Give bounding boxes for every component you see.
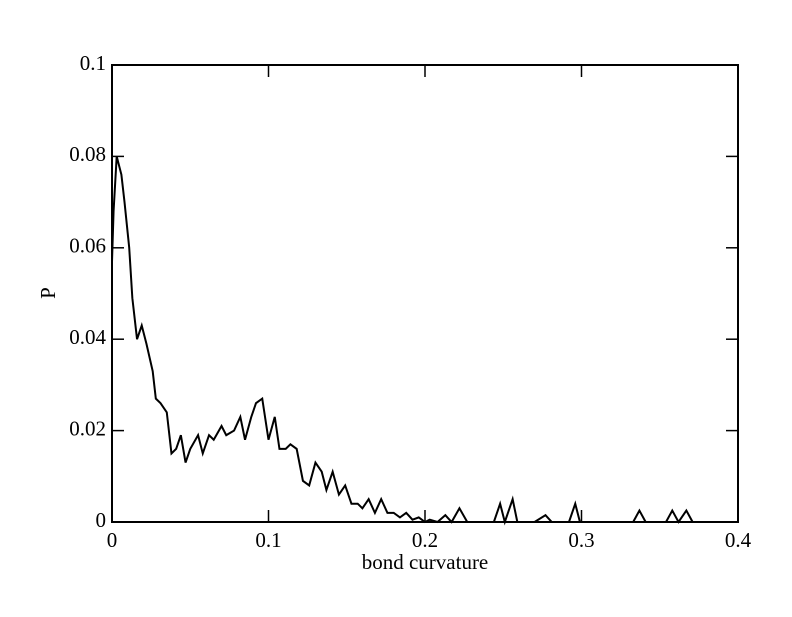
- x-tick-label: 0: [107, 528, 118, 552]
- y-tick-label: 0: [96, 508, 107, 532]
- x-tick-label: 0.3: [568, 528, 594, 552]
- plot-frame: [111, 64, 739, 523]
- y-tick-label: 0.06: [69, 234, 106, 258]
- x-tick-label: 0.4: [725, 528, 752, 552]
- x-tick-label: 0.1: [255, 528, 281, 552]
- y-axis-label: P: [36, 287, 60, 299]
- y-tick-label: 0.02: [69, 416, 106, 440]
- y-tick-label: 0.08: [69, 142, 106, 166]
- data-line: [111, 156, 694, 526]
- y-tick-label: 0.1: [80, 51, 106, 75]
- x-tick-label: 0.2: [412, 528, 438, 552]
- x-axis-label: bond curvature: [362, 550, 489, 574]
- y-tick-label: 0.04: [69, 325, 106, 349]
